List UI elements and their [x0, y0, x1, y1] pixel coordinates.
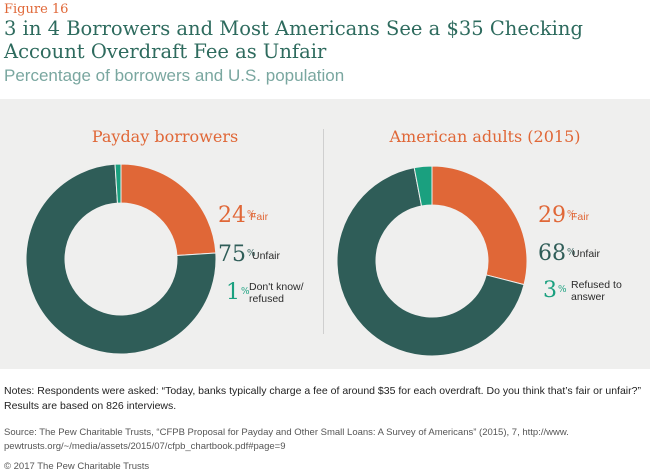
slice-unfair-adults	[336, 167, 525, 357]
slice-other-adults	[413, 165, 433, 207]
source-line-1: Source: The Pew Charitable Trusts, “CFPB…	[4, 427, 569, 438]
legend-label-other-adults: Refused to answer	[571, 279, 622, 303]
legend-label-unfair-adults: Unfair	[572, 248, 601, 260]
pct-fair-adults: 29	[538, 203, 566, 228]
slice-other-borrowers	[114, 163, 122, 204]
legend-value-unfair-borrowers: 75%	[218, 244, 256, 266]
pct-other-adults: 3	[543, 278, 557, 303]
chart-subtitle: Percentage of borrowers and U.S. populat…	[4, 66, 345, 85]
pct-sign-unfair-adults: %	[567, 248, 576, 258]
donut-title-adults: American adults (2015)	[389, 127, 581, 146]
legend-value-fair-adults: 29%	[538, 205, 576, 227]
source: Source: The Pew Charitable Trusts, “CFPB…	[4, 426, 646, 453]
pct-sign-fair-adults: %	[567, 210, 576, 220]
slice-fair-adults	[431, 165, 528, 286]
pct-sign-other-borrowers: %	[241, 287, 250, 297]
source-line-2: pewtrusts.org/~/media/assets/2015/07/cfp…	[4, 440, 286, 452]
legend-label-fair-adults: Fair	[571, 211, 590, 223]
chart-title: 3 in 4 Borrowers and Most Americans See …	[4, 17, 583, 63]
notes: Notes: Respondents were asked: “Today, b…	[4, 384, 646, 414]
legend-value-other-borrowers: 1%	[226, 282, 250, 304]
panel-divider	[323, 129, 324, 334]
pct-unfair-adults: 68	[538, 241, 566, 266]
legend-value-fair-borrowers: 24%	[218, 205, 256, 227]
pct-sign-fair-borrowers: %	[247, 210, 256, 220]
pct-sign-unfair-borrowers: %	[247, 249, 256, 259]
legend-label-fair-borrowers: Fair	[250, 211, 269, 223]
legend-value-other-adults: 3%	[543, 280, 567, 302]
pct-unfair-borrowers: 75	[218, 242, 246, 267]
notes-line-2: Results are based on 826 interviews.	[4, 400, 177, 412]
figure-label: Figure 16	[4, 2, 69, 17]
legend-label-other-borrowers: Don't know/ refused	[249, 281, 304, 305]
slice-fair-borrowers	[120, 163, 217, 257]
slice-unfair-borrowers	[25, 163, 217, 355]
donut-chart-adults	[336, 165, 528, 357]
copyright: © 2017 The Pew Charitable Trusts	[4, 461, 150, 472]
notes-line-1: Notes: Respondents were asked: “Today, b…	[4, 385, 641, 397]
legend-label-unfair-borrowers: Unfair	[252, 250, 281, 262]
pct-other-borrowers: 1	[226, 280, 240, 305]
chart-panel: Payday borrowers 24% Fair 75% Unfair 1% …	[0, 99, 650, 369]
pct-sign-other-adults: %	[558, 285, 567, 295]
donut-title-borrowers: Payday borrowers	[91, 127, 239, 146]
pct-fair-borrowers: 24	[218, 203, 246, 228]
donut-chart-borrowers	[25, 163, 217, 355]
legend-value-unfair-adults: 68%	[538, 243, 576, 265]
